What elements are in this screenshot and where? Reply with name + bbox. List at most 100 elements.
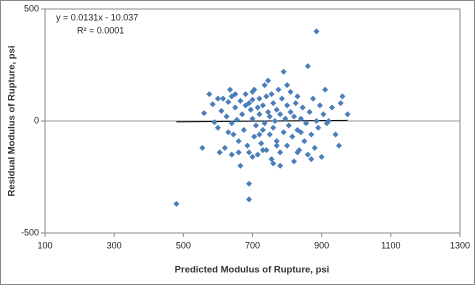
data-point (225, 98, 232, 105)
data-point (252, 122, 259, 129)
data-point (246, 100, 253, 107)
data-point (299, 104, 306, 111)
data-point (214, 95, 221, 102)
data-point (247, 106, 254, 113)
data-point (259, 102, 266, 109)
data-point (265, 109, 272, 116)
data-point (292, 100, 299, 107)
data-point (339, 93, 346, 100)
data-point (287, 88, 294, 95)
data-point (199, 144, 206, 151)
data-point (240, 126, 247, 133)
data-point (308, 156, 315, 163)
y-tick-label: 0 (34, 115, 39, 125)
data-point (270, 100, 277, 107)
data-point (284, 102, 291, 109)
data-point (273, 106, 280, 113)
data-point (310, 95, 317, 102)
data-point (270, 160, 277, 167)
data-point (316, 102, 323, 109)
data-point (344, 111, 351, 118)
data-point (233, 116, 240, 123)
data-point (268, 156, 275, 163)
data-point (251, 133, 258, 140)
data-point (246, 196, 253, 203)
data-point (263, 147, 270, 154)
data-point (228, 151, 235, 158)
data-point (294, 93, 301, 100)
data-point (261, 120, 268, 127)
data-point (322, 86, 329, 93)
data-point (277, 162, 284, 169)
data-point (313, 28, 320, 35)
data-point (256, 131, 263, 138)
data-point (173, 200, 180, 207)
data-point (273, 142, 280, 149)
y-axis-title: Residual Modulus of Rupture, psi (7, 46, 18, 197)
data-point (266, 113, 273, 120)
data-point (249, 96, 256, 103)
data-point (261, 82, 268, 89)
x-axis-title: Predicted Modulus of Rupture, psi (175, 265, 330, 276)
data-point (304, 63, 311, 70)
x-tick-label: 300 (107, 240, 122, 250)
data-point (246, 180, 253, 187)
data-point (254, 104, 261, 111)
x-tick-label: 900 (314, 240, 329, 250)
data-point (268, 91, 275, 98)
data-point (284, 142, 291, 149)
data-point (280, 129, 287, 136)
data-point (282, 115, 289, 122)
data-point (266, 131, 273, 138)
x-tick-label: 700 (245, 240, 260, 250)
data-point (218, 107, 225, 114)
y-tick-label: -500 (21, 227, 39, 237)
data-point (239, 111, 246, 118)
data-point (271, 118, 278, 124)
data-point (259, 126, 266, 133)
data-point (273, 138, 280, 145)
equation-label: y = 0.0131x - 10.037 (56, 12, 138, 22)
data-point (294, 149, 301, 156)
data-point (297, 115, 304, 122)
data-point (242, 91, 249, 98)
data-point (237, 97, 244, 104)
data-point (216, 149, 223, 156)
data-point (235, 149, 242, 156)
data-point (280, 68, 287, 75)
data-point (318, 153, 325, 160)
data-point (335, 142, 342, 149)
data-point (232, 91, 239, 98)
x-tick-label: 100 (37, 240, 52, 250)
data-point (287, 109, 294, 116)
data-point (244, 142, 251, 149)
data-point (284, 82, 291, 89)
data-point (291, 113, 297, 120)
data-point (297, 129, 304, 136)
x-tick-label: 1100 (381, 240, 400, 250)
data-point (285, 122, 292, 129)
data-point (256, 95, 263, 102)
data-point (313, 118, 320, 124)
data-point (325, 118, 332, 124)
data-point (246, 149, 253, 156)
data-point (254, 151, 261, 158)
data-point (230, 131, 237, 138)
data-point (228, 120, 235, 127)
data-point (332, 131, 339, 138)
data-point (249, 153, 256, 160)
data-point (320, 111, 327, 118)
data-point (220, 95, 227, 102)
data-point (211, 119, 218, 126)
data-point (223, 113, 230, 120)
data-point (221, 144, 228, 151)
data-point (201, 110, 208, 117)
y-tick-label: 500 (24, 3, 39, 13)
data-point (306, 109, 313, 116)
data-point (227, 86, 234, 93)
data-point (270, 124, 277, 131)
data-point (209, 101, 216, 108)
data-point (225, 129, 232, 136)
data-point (265, 77, 272, 84)
data-point (235, 138, 242, 145)
